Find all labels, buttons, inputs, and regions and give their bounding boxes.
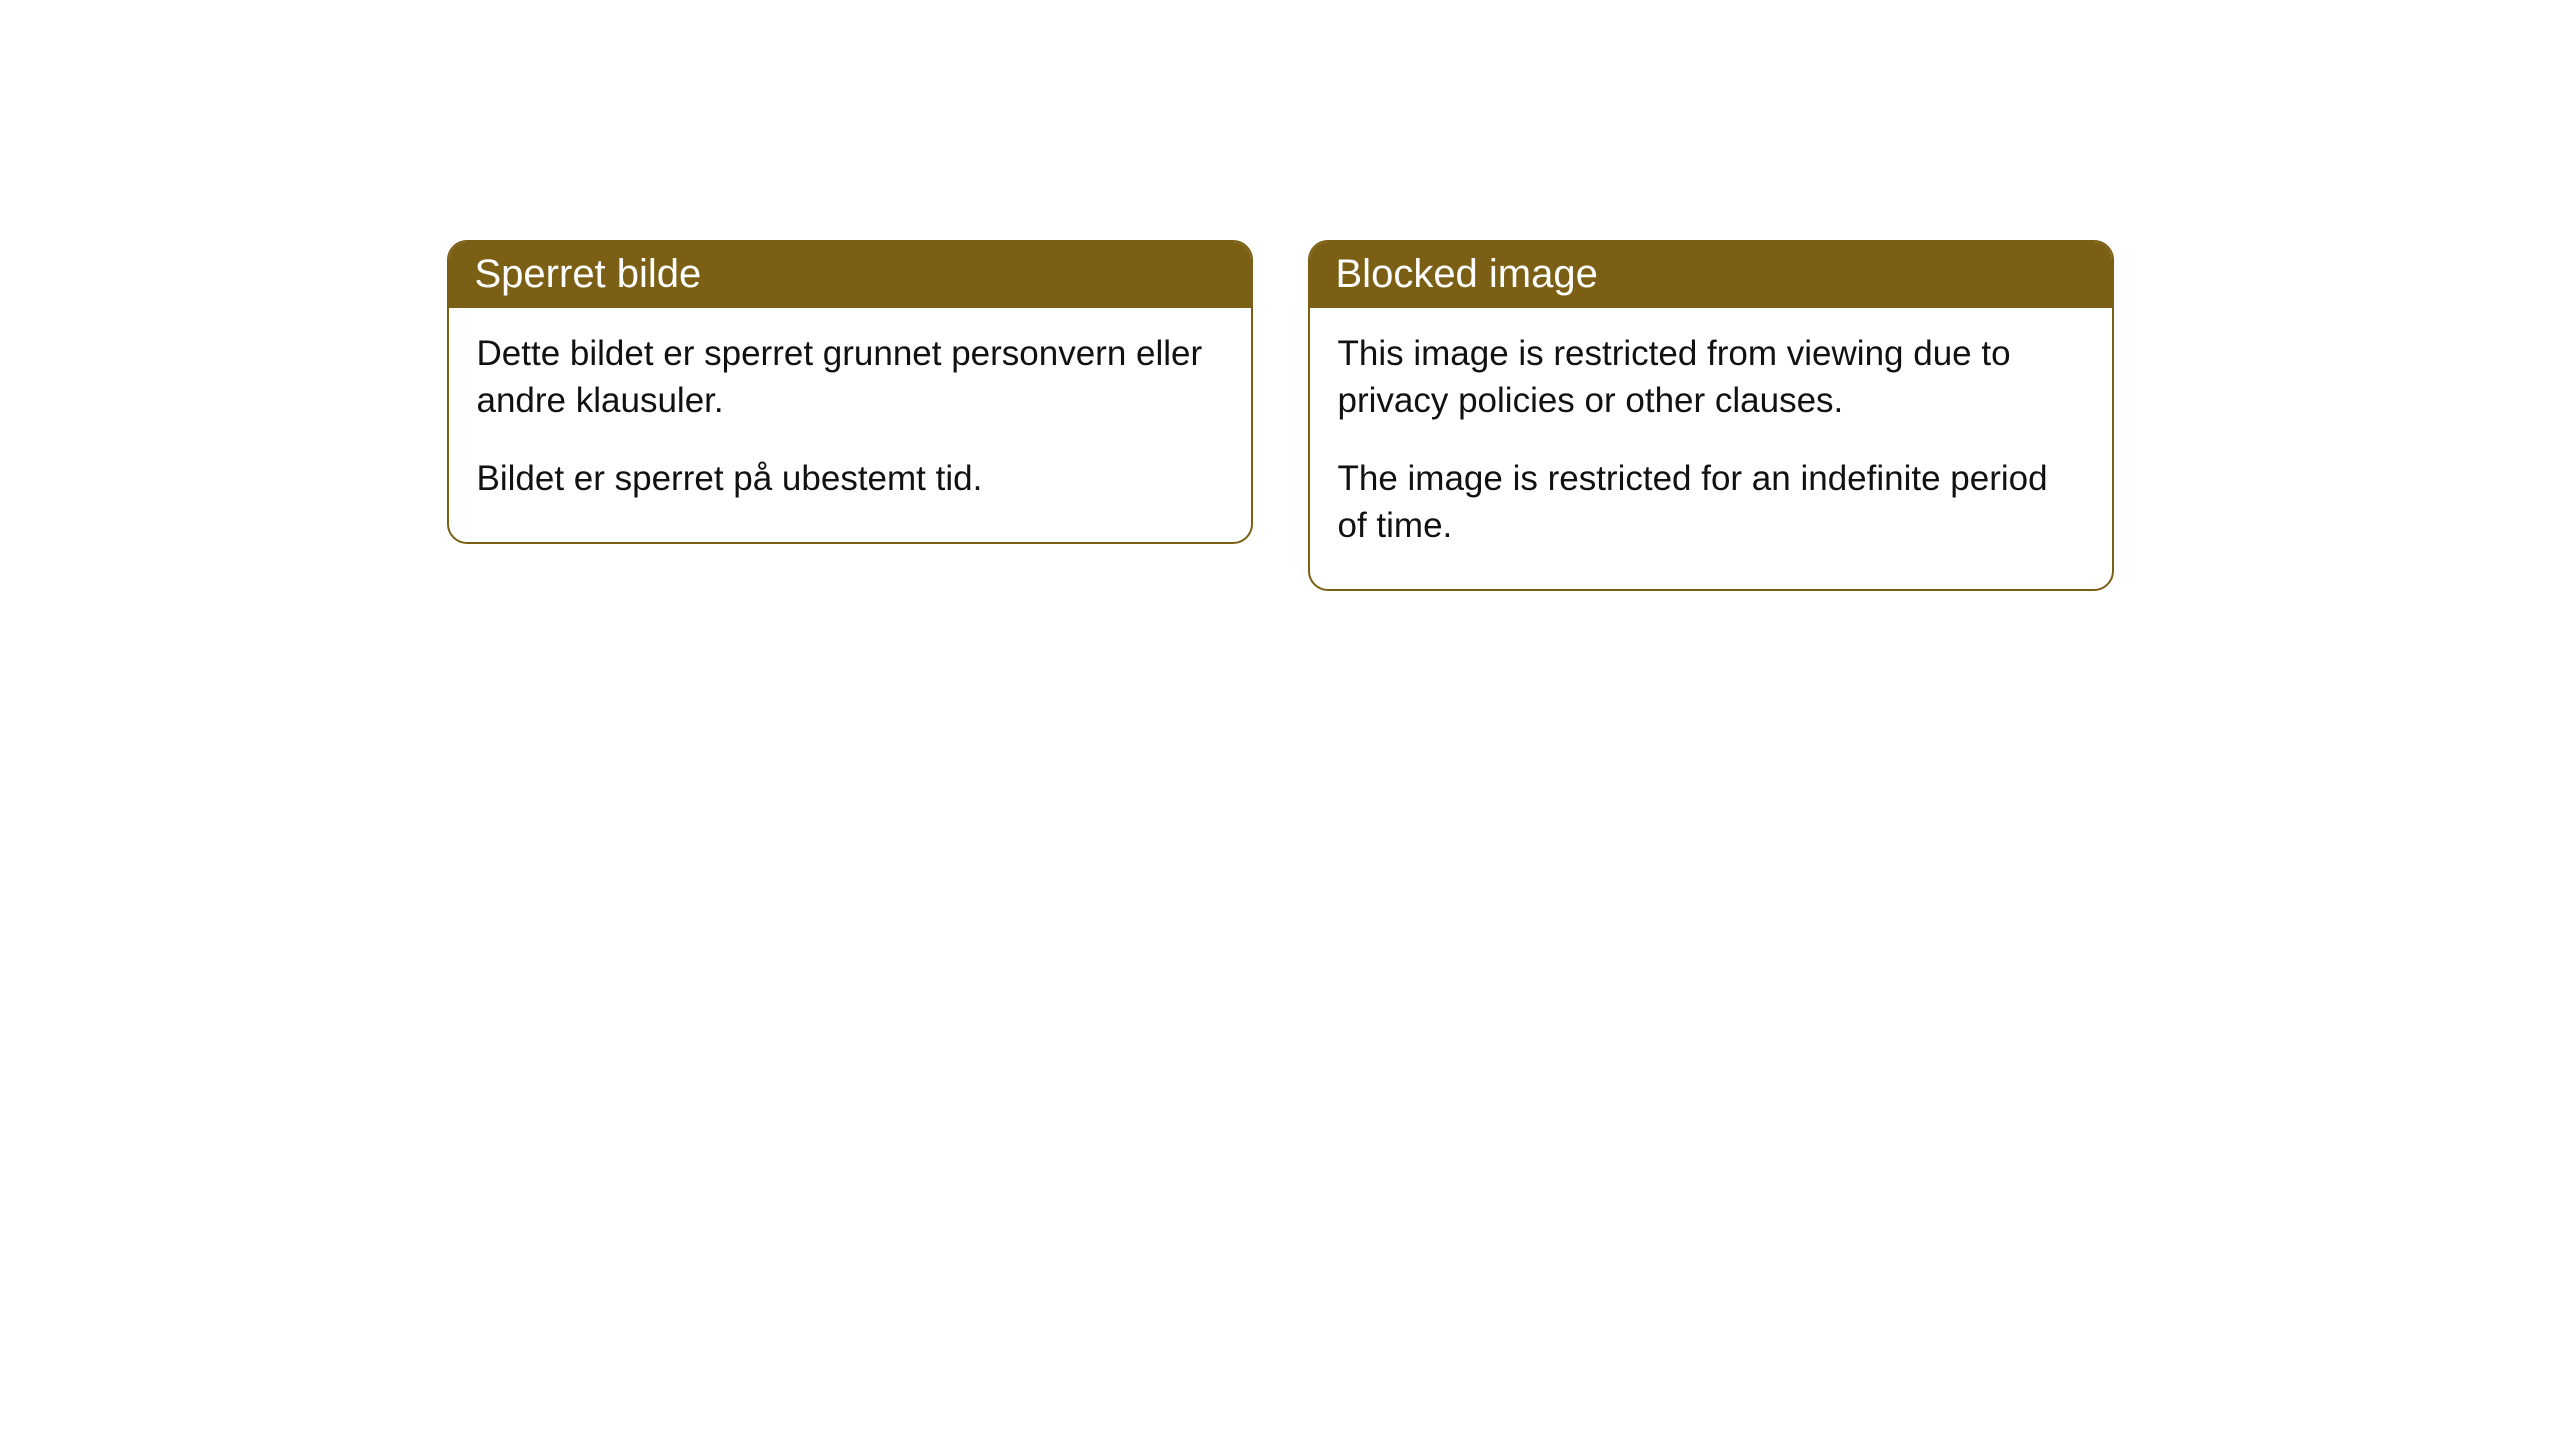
card-body: This image is restricted from viewing du… — [1310, 308, 2112, 589]
card-paragraph-1: This image is restricted from viewing du… — [1338, 330, 2084, 425]
blocked-image-card-en: Blocked image This image is restricted f… — [1308, 240, 2114, 591]
card-paragraph-2: Bildet er sperret på ubestemt tid. — [477, 455, 1223, 502]
card-paragraph-2: The image is restricted for an indefinit… — [1338, 455, 2084, 550]
card-body: Dette bildet er sperret grunnet personve… — [449, 308, 1251, 542]
card-paragraph-1: Dette bildet er sperret grunnet personve… — [477, 330, 1223, 425]
blocked-image-card-no: Sperret bilde Dette bildet er sperret gr… — [447, 240, 1253, 544]
card-title: Blocked image — [1310, 242, 2112, 308]
card-title: Sperret bilde — [449, 242, 1251, 308]
